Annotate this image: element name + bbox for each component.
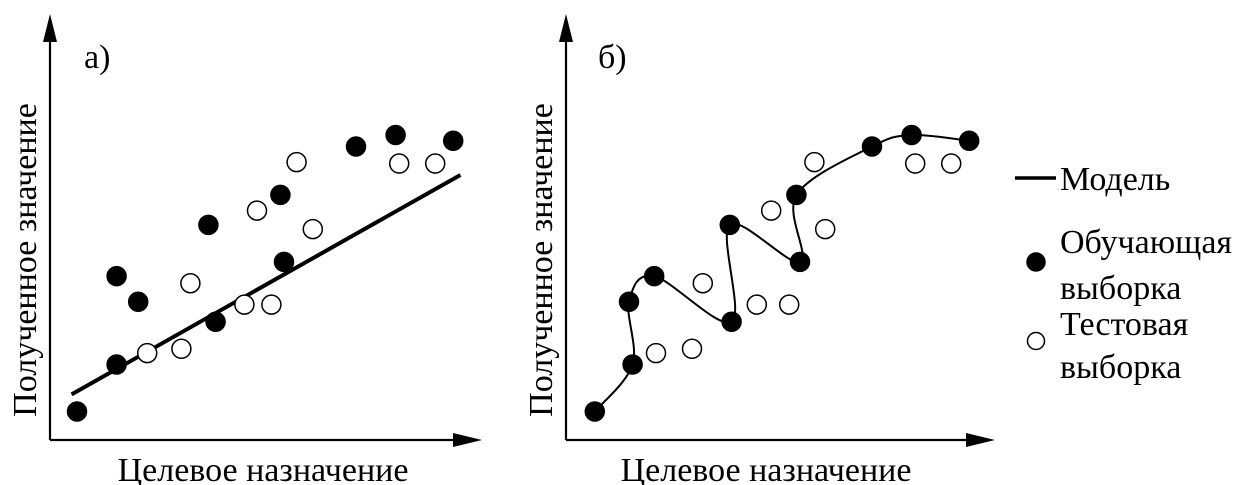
panel-a-test-point: [424, 153, 446, 174]
panel-b-y-axis-label: Полученное значение: [523, 103, 560, 417]
panel-a-train-point: [106, 265, 127, 287]
panel-b-test-point: [746, 294, 768, 315]
panel-a: а) Полученное значение Целевое назначени…: [7, 14, 482, 485]
panel-a-test-point: [302, 218, 324, 240]
panel-b-train-point: [789, 251, 811, 273]
panel-b-train-point: [719, 214, 741, 236]
panel-a-test-point: [286, 151, 307, 173]
panel-b-label: б): [598, 39, 627, 76]
panel-a-train-point: [273, 251, 295, 273]
panel-b-x-axis-label: Целевое назначение: [621, 452, 912, 485]
panel-b-marks: [584, 124, 980, 422]
panel-b-test-point: [645, 342, 667, 364]
panel-a-y-arrow: [43, 14, 57, 42]
panel-a-model-line: [70, 173, 462, 397]
panel-b-test-point: [692, 273, 714, 294]
panel-a-train-point: [198, 214, 219, 236]
panel-a-test-point: [261, 294, 282, 315]
panel-a-marks: [66, 124, 464, 422]
panel-b-x-arrow: [966, 433, 995, 447]
panel-a-x-axis-label: Целевое назначение: [118, 452, 409, 485]
panel-b-train-point: [618, 291, 640, 313]
panel-a-train-point: [127, 291, 149, 313]
legend-test-marker: [1026, 331, 1046, 351]
panel-a-train-point: [205, 311, 226, 332]
panel-a-label: а): [84, 39, 110, 76]
panel-b: б) Полученное значение Целевое назначени…: [523, 14, 995, 485]
panel-a-test-point: [171, 338, 192, 360]
legend-train-label-2: выборка: [1060, 270, 1181, 307]
panel-a-train-point: [442, 130, 464, 151]
panel-a-y-axis-label: Полученное значение: [7, 103, 44, 417]
panel-a-test-point: [246, 200, 268, 221]
panel-b-train-point: [622, 354, 643, 375]
legend-test-label-2: выборка: [1060, 349, 1181, 386]
panel-b-test-point: [804, 151, 825, 173]
legend-test-label-1: Тестовая: [1060, 306, 1189, 343]
panel-b-test-point: [814, 218, 836, 240]
legend-train-label-1: Обучающая: [1060, 224, 1232, 261]
panel-b-train-point: [901, 124, 922, 146]
panel-a-train-point: [270, 184, 291, 206]
panel-b-train-point: [958, 130, 980, 151]
panel-b-test-point: [760, 200, 782, 221]
panel-a-train-point: [66, 401, 88, 422]
panel-b-train-point: [721, 311, 742, 332]
panel-b-train-point: [643, 265, 665, 287]
legend: Модель Обучающая выборка Тестовая выборк…: [1015, 161, 1232, 386]
panel-b-train-point: [861, 136, 883, 157]
panel-a-test-point: [180, 273, 201, 294]
panel-a-test-point: [388, 153, 410, 174]
panel-b-test-point: [681, 338, 703, 360]
panel-b-y-arrow: [559, 14, 573, 42]
panel-b-train-point: [786, 184, 807, 206]
panel-a-x-arrow: [453, 433, 482, 447]
panel-b-test-point: [904, 153, 926, 174]
panel-b-test-point: [940, 153, 962, 174]
panel-a-test-point: [136, 342, 158, 364]
panel-b-test-point: [778, 294, 800, 315]
panel-b-train-point: [584, 401, 606, 422]
legend-model-label: Модель: [1060, 161, 1170, 198]
panel-a-train-point: [106, 354, 127, 375]
panel-a-train-point: [385, 124, 406, 146]
legend-train-marker: [1026, 252, 1046, 272]
panel-a-train-point: [345, 136, 367, 157]
panel-a-test-point: [234, 294, 255, 315]
